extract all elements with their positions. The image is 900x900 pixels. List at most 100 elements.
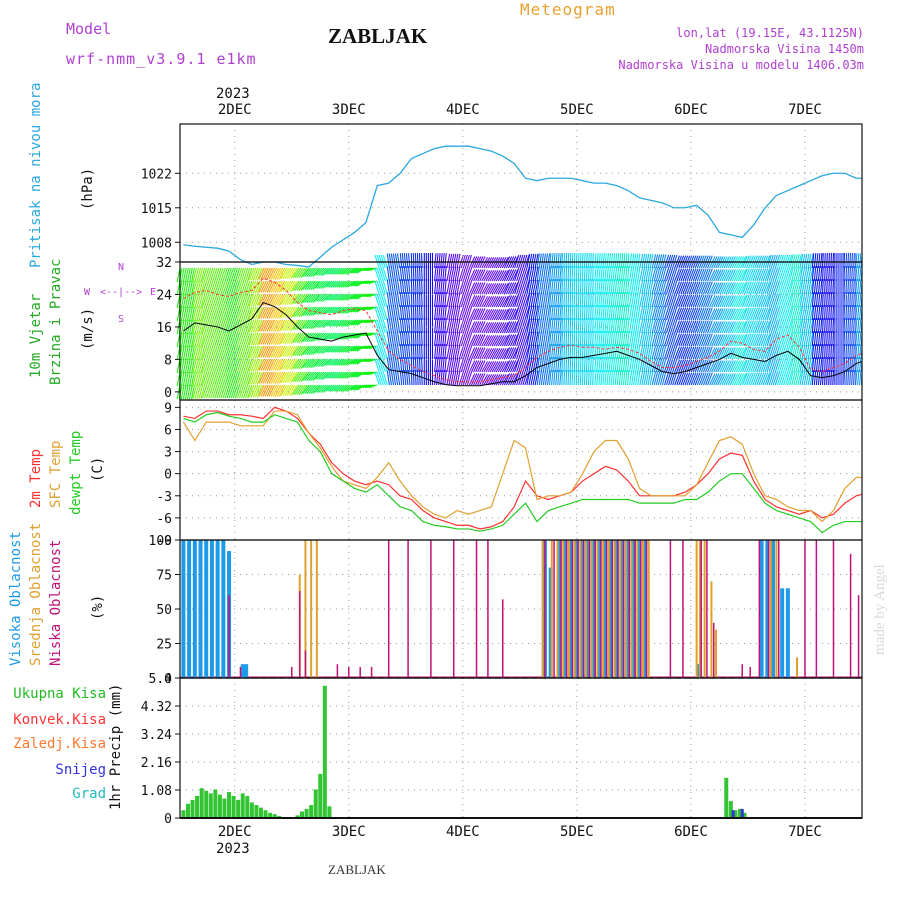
low-cloud-bar — [749, 666, 751, 678]
wind-barb — [503, 269, 511, 282]
wind-barb — [392, 357, 397, 373]
wind-barb — [540, 357, 544, 373]
wind-barb — [282, 319, 290, 331]
wind-barb — [534, 344, 539, 360]
wind-barb — [542, 331, 547, 347]
wind-barb — [633, 331, 637, 347]
wind-barb — [194, 358, 200, 373]
wind-barb — [707, 281, 713, 295]
wind-barb — [454, 331, 459, 347]
wind-barb — [713, 282, 720, 295]
wind-barb — [573, 318, 576, 334]
wind-barb — [709, 347, 716, 360]
wind-barb — [458, 306, 464, 321]
wind-barb — [444, 370, 447, 386]
wind-barb — [376, 371, 382, 386]
wind-barb — [538, 266, 542, 282]
wind-barb — [655, 280, 661, 295]
wind-barb — [571, 357, 574, 373]
wind-barb — [348, 306, 357, 313]
wind-barb — [224, 371, 230, 386]
wind-barb — [725, 321, 732, 334]
wind-barb — [826, 318, 828, 334]
wind-barb — [795, 267, 800, 282]
wind-barb — [440, 344, 443, 360]
wind-barb — [635, 292, 639, 308]
wind-barb — [446, 292, 451, 308]
wind-barb — [194, 306, 200, 321]
wind-barb — [318, 293, 327, 302]
wind-barb — [220, 267, 226, 282]
wind-barb — [243, 280, 249, 295]
wind-barb — [711, 334, 718, 347]
wind-barb — [222, 358, 228, 373]
wind-barb — [454, 279, 459, 295]
wind-barb — [596, 357, 599, 373]
wind-barb — [234, 267, 241, 282]
wind-barb — [686, 346, 693, 360]
wind-barb — [690, 307, 697, 321]
wind-barb — [446, 344, 451, 360]
wind-barb — [518, 345, 524, 360]
wind-barb — [262, 267, 269, 280]
wind-barb — [420, 331, 423, 347]
wind-barb — [188, 345, 193, 361]
wind-barb — [649, 305, 654, 321]
wind-barb — [528, 370, 533, 386]
wind-barb — [188, 358, 193, 374]
wind-barb — [735, 334, 743, 347]
wind-barb — [278, 267, 286, 280]
wind-barb — [590, 292, 592, 308]
wind-barb — [328, 371, 337, 379]
wind-barb — [282, 267, 290, 279]
wind-barb — [817, 292, 821, 308]
wind-barb — [304, 358, 312, 368]
wind-barb — [758, 268, 765, 282]
wind-barb — [236, 280, 243, 295]
wind-barb — [583, 370, 586, 386]
wind-barb — [776, 358, 783, 373]
wind-barb — [284, 332, 292, 344]
wind-barb — [206, 280, 212, 295]
wind-barb — [682, 294, 689, 308]
wind-barb — [234, 332, 241, 347]
wind-barb — [503, 360, 511, 373]
wind-barb — [602, 279, 605, 295]
wind-barb — [206, 358, 212, 373]
wind-barb — [418, 305, 421, 321]
wind-barb — [497, 361, 505, 373]
wind-barb — [368, 319, 378, 324]
mid-cloud-bar — [710, 581, 713, 678]
wind-barb — [657, 280, 663, 295]
wind-barb — [559, 331, 562, 347]
wind-barb — [216, 371, 222, 386]
wind-barb — [473, 295, 480, 308]
wind-barb — [464, 306, 470, 321]
wind-barb — [286, 332, 294, 344]
wind-barb — [809, 370, 814, 386]
low-cloud-bar — [804, 540, 806, 678]
wind-barb — [264, 306, 271, 319]
wind-barb — [292, 293, 300, 304]
wind-barb — [501, 335, 509, 347]
wind-barb — [787, 371, 793, 386]
wind-barb — [579, 253, 582, 269]
wind-barb — [855, 279, 858, 295]
wind-barb — [330, 267, 339, 275]
wind-barb — [629, 305, 633, 321]
wind-barb — [288, 267, 296, 279]
wind-barb — [859, 279, 863, 295]
wind-barb — [857, 279, 861, 295]
wind-barb — [635, 279, 639, 295]
wind-barb — [579, 344, 582, 360]
wind-barb — [778, 280, 785, 295]
wind-barb — [247, 293, 253, 308]
wind-barb — [180, 280, 185, 296]
wind-barb — [676, 307, 683, 321]
wind-barb — [626, 305, 630, 321]
wind-barb — [314, 384, 323, 393]
wind-barb — [442, 279, 445, 295]
wind-barb — [815, 344, 819, 360]
mid-cloud-bar — [541, 540, 544, 678]
wind-barb — [466, 358, 473, 373]
